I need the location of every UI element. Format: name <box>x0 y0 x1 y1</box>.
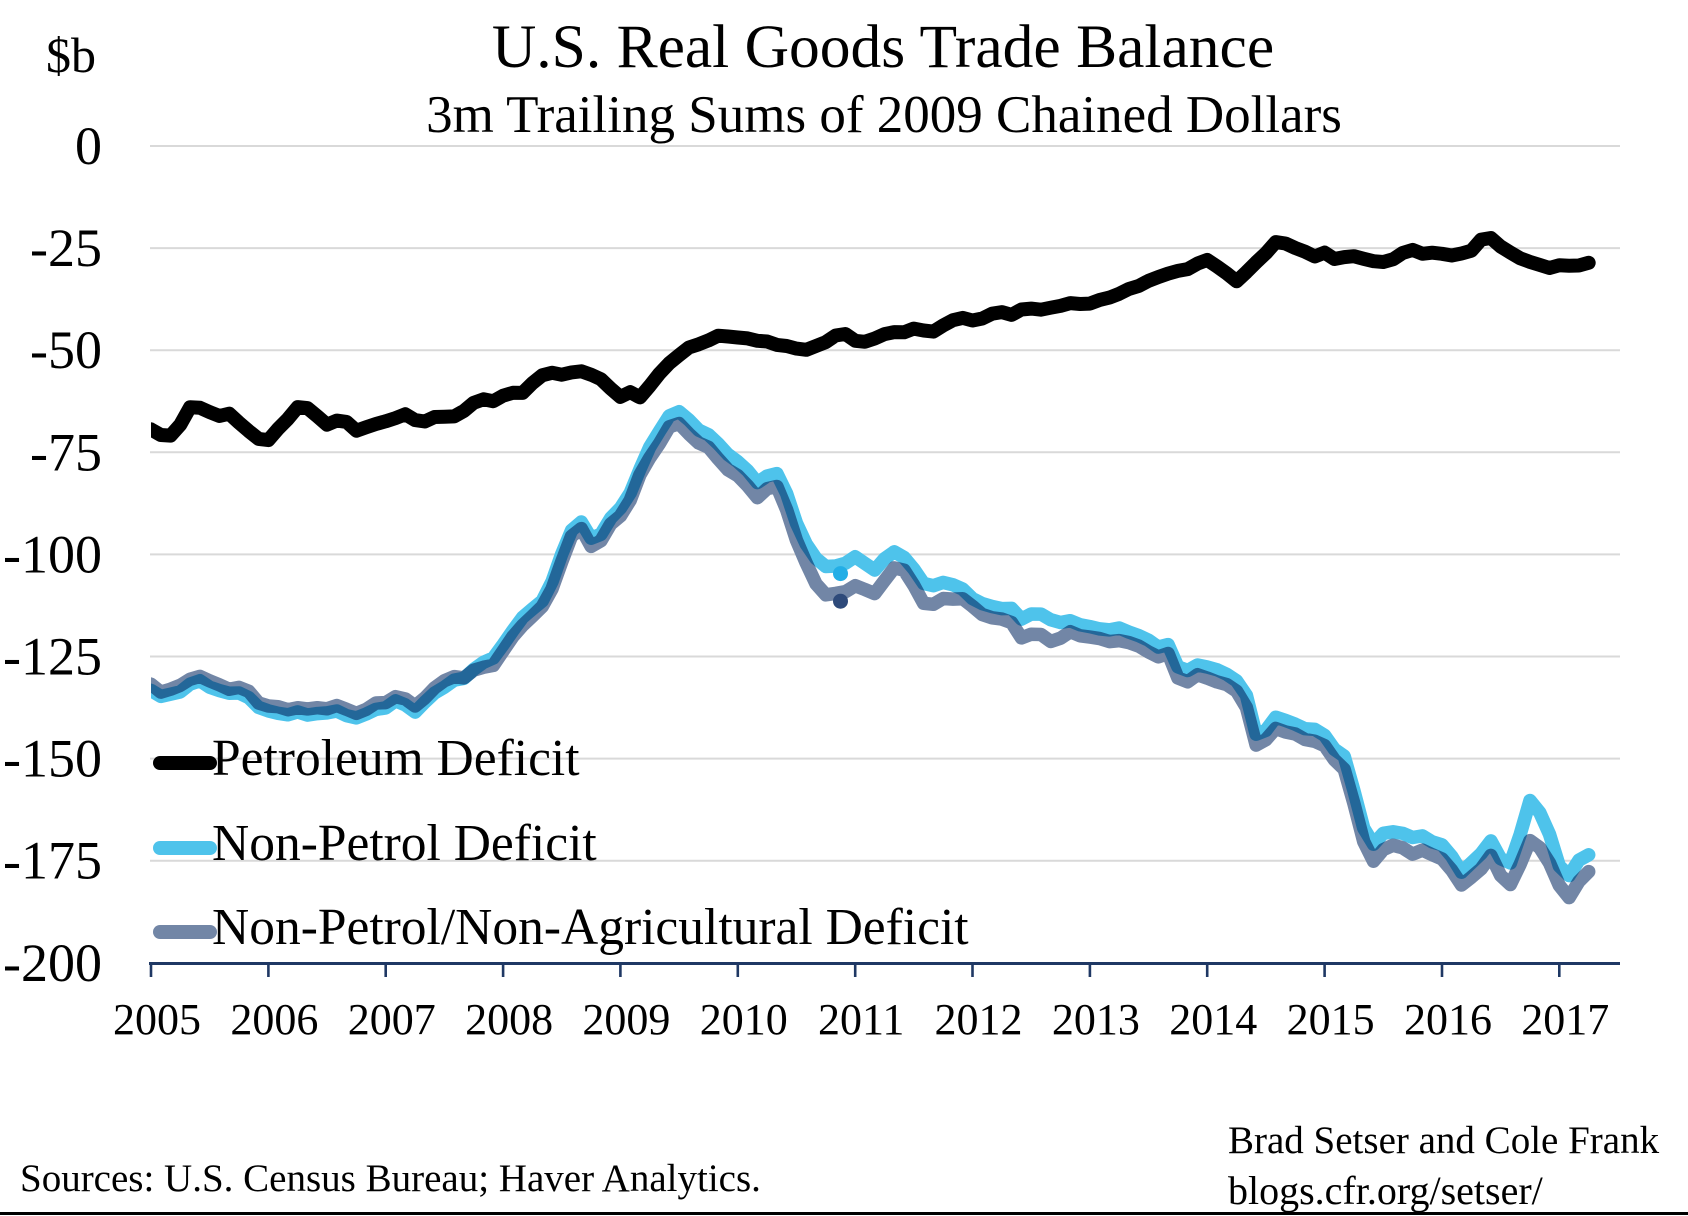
svg-text:blogs.cfr.org/setser/: blogs.cfr.org/setser/ <box>1228 1168 1544 1213</box>
svg-text:2008: 2008 <box>465 995 553 1044</box>
svg-text:Sources: U.S. Census Bureau; H: Sources: U.S. Census Bureau; Haver Analy… <box>20 1157 761 1200</box>
svg-text:$b: $b <box>46 27 96 83</box>
svg-text:2006: 2006 <box>230 995 318 1044</box>
svg-text:0: 0 <box>75 116 102 176</box>
svg-text:2010: 2010 <box>700 995 788 1044</box>
svg-text:2014: 2014 <box>1169 995 1257 1044</box>
svg-text:2009: 2009 <box>582 995 670 1044</box>
svg-text:2017: 2017 <box>1521 995 1609 1044</box>
svg-text:-200: -200 <box>3 933 102 993</box>
svg-text:Non-Petrol/Non-Agricultural De: Non-Petrol/Non-Agricultural Deficit <box>212 899 969 956</box>
svg-text:U.S. Real Goods Trade Balance: U.S. Real Goods Trade Balance <box>492 13 1274 81</box>
svg-text:-150: -150 <box>3 729 102 789</box>
svg-text:2016: 2016 <box>1404 995 1492 1044</box>
svg-text:-175: -175 <box>3 831 102 891</box>
svg-text:2013: 2013 <box>1052 995 1140 1044</box>
svg-text:2012: 2012 <box>935 995 1023 1044</box>
svg-text:-100: -100 <box>3 524 102 584</box>
svg-text:-125: -125 <box>3 627 102 687</box>
svg-text:-50: -50 <box>30 320 102 380</box>
svg-text:3m Trailing Sums of 2009 Chain: 3m Trailing Sums of 2009 Chained Dollars <box>426 86 1342 144</box>
svg-text:2007: 2007 <box>348 995 436 1044</box>
svg-text:Brad Setser and Cole Frank: Brad Setser and Cole Frank <box>1228 1119 1660 1162</box>
svg-text:2011: 2011 <box>818 995 904 1044</box>
svg-text:-25: -25 <box>30 218 102 278</box>
svg-text:-75: -75 <box>30 422 102 482</box>
svg-text:Petroleum Deficit: Petroleum Deficit <box>212 730 580 787</box>
svg-text:2015: 2015 <box>1287 995 1375 1044</box>
svg-text:Non-Petrol Deficit: Non-Petrol Deficit <box>212 815 597 872</box>
svg-text:2005: 2005 <box>113 995 201 1044</box>
